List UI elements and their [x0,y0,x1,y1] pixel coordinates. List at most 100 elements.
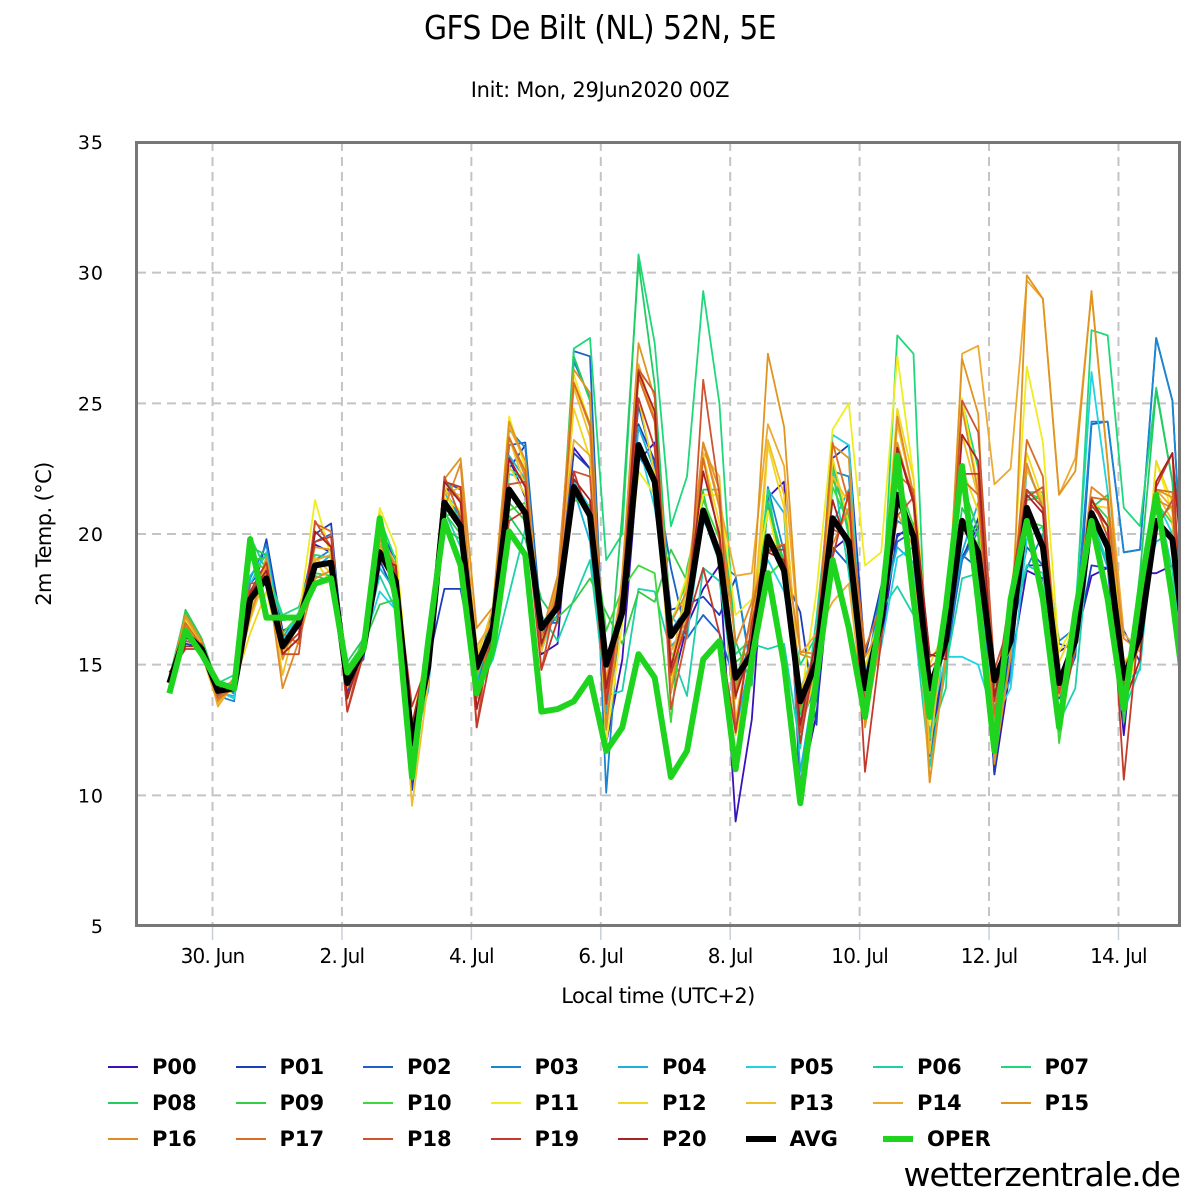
x-tick-label: 30. Jun [181,944,245,968]
y-axis-ticks: 5 10 15 20 25 30 35 [78,132,104,938]
y-axis-label: 2m Temp. (°C) [32,462,56,606]
legend-swatch [235,1138,266,1140]
credit-watermark: wetterzentrale.de [903,1155,1181,1194]
chart-title: GFS De Bilt (NL) 52N, 5E [423,8,777,47]
legend-label: P12 [662,1091,707,1115]
legend-swatch [618,1066,648,1068]
legend-label: OPER [927,1127,991,1151]
legend-swatch [235,1066,266,1068]
x-tick-label: 12. Jul [961,944,1018,968]
y-tick-label: 35 [78,132,104,154]
x-tick-label: 2. Jul [320,944,365,968]
x-tick-label: 10. Jul [831,944,888,968]
x-axis-label: Local time (UTC+2) [561,984,754,1008]
legend-label: P19 [534,1127,580,1151]
legend-item-p03[interactable]: P03 [490,1052,580,1082]
legend-item-p17[interactable]: P17 [235,1124,325,1154]
ensemble-chart: 5 10 15 20 25 30 35 30. Jun 2. Jul 4. Jul 6. Jul 8… [32,132,1181,1008]
grid [137,142,1178,926]
legend-item-p19[interactable]: P19 [490,1124,580,1154]
legend-swatch [745,1136,776,1142]
chart-subtitle: Init: Mon, 29Jun2020 00Z [470,78,730,102]
series-line-p07 [168,253,1178,760]
legend-item-p02[interactable]: P02 [363,1052,452,1082]
legend-label: P13 [789,1091,835,1115]
legend-label: P01 [279,1055,325,1079]
series-group [166,253,1178,823]
y-tick-label: 10 [78,785,104,807]
legend-label: P10 [407,1091,452,1115]
legend-swatch [235,1102,266,1104]
legend-label: P03 [534,1055,580,1079]
x-tick-label: 4. Jul [449,944,494,968]
legend-swatch [618,1138,648,1140]
legend-item-p07[interactable]: P07 [1000,1052,1090,1082]
legend-label: P11 [534,1091,580,1115]
legend-item-oper[interactable]: OPER [883,1124,991,1154]
legend-label: AVG [789,1127,838,1151]
legend-swatch [745,1066,776,1068]
series-line-oper [166,452,1178,807]
legend-label: P02 [407,1055,452,1079]
legend-swatch [1000,1066,1031,1068]
legend-swatch [363,1066,393,1068]
legend-swatch [363,1102,393,1104]
x-tick-label: 6. Jul [578,944,623,968]
legend-label: P00 [152,1055,197,1079]
y-tick-label: 25 [78,393,104,415]
legend-label: P07 [1044,1055,1090,1079]
series-line-p19 [168,397,1178,781]
legend-label: P04 [662,1055,707,1079]
legend-swatch [873,1066,903,1068]
legend-item-p16[interactable]: P16 [108,1124,197,1154]
legend-swatch [490,1138,521,1140]
plot-frame [135,141,1181,927]
series-line-p13 [168,373,1178,807]
series-line-p08 [168,261,1178,752]
legend-item-p15[interactable]: P15 [1000,1088,1090,1118]
legend-item-p06[interactable]: P06 [873,1052,962,1082]
legend-item-p05[interactable]: P05 [745,1052,835,1082]
legend-swatch [363,1138,393,1140]
legend-item-p01[interactable]: P01 [235,1052,325,1082]
legend-item-p08[interactable]: P08 [108,1088,197,1118]
series-line-p09 [168,467,1178,765]
y-tick-label: 5 [91,916,104,938]
legend-item-p14[interactable]: P14 [873,1088,962,1118]
legend-item-p20[interactable]: P20 [618,1124,707,1154]
legend-item-p12[interactable]: P12 [618,1088,707,1118]
legend-swatch [883,1136,913,1142]
legend-label: P05 [789,1055,835,1079]
legend-label: P18 [407,1127,452,1151]
legend-swatch [1000,1102,1031,1104]
legend-item-avg[interactable]: AVG [745,1124,838,1154]
legend-swatch [873,1102,903,1104]
legend-swatch [490,1066,521,1068]
legend-label: P15 [1044,1091,1090,1115]
legend-item-p10[interactable]: P10 [363,1088,452,1118]
x-tick-label: 8. Jul [708,944,753,968]
legend-label: P17 [279,1127,325,1151]
legend-item-p13[interactable]: P13 [745,1088,835,1118]
legend-swatch [745,1102,776,1104]
legend-label: P08 [152,1091,197,1115]
legend-item-p18[interactable]: P18 [363,1124,452,1154]
x-tick-label: 14. Jul [1090,944,1147,968]
legend-label: P06 [917,1055,962,1079]
legend-swatch [618,1102,648,1104]
legend-item-p09[interactable]: P09 [235,1088,325,1118]
legend-swatch [108,1102,138,1104]
series-line-p10 [168,475,1178,757]
x-axis-ticks: 30. Jun 2. Jul 4. Jul 6. Jul 8. Jul 10. Jul 12… [181,926,1148,968]
legend-item-p00[interactable]: P00 [108,1052,197,1082]
legend-item-p04[interactable]: P04 [618,1052,707,1082]
legend-label: P16 [152,1127,197,1151]
legend-label: P14 [917,1091,962,1115]
y-tick-label: 20 [78,524,104,546]
legend-label: P20 [662,1127,707,1151]
legend-item-p11[interactable]: P11 [490,1088,580,1118]
legend-label: P09 [279,1091,325,1115]
y-tick-label: 15 [78,655,104,677]
legend-swatch [108,1066,138,1068]
legend-swatch [490,1102,521,1104]
